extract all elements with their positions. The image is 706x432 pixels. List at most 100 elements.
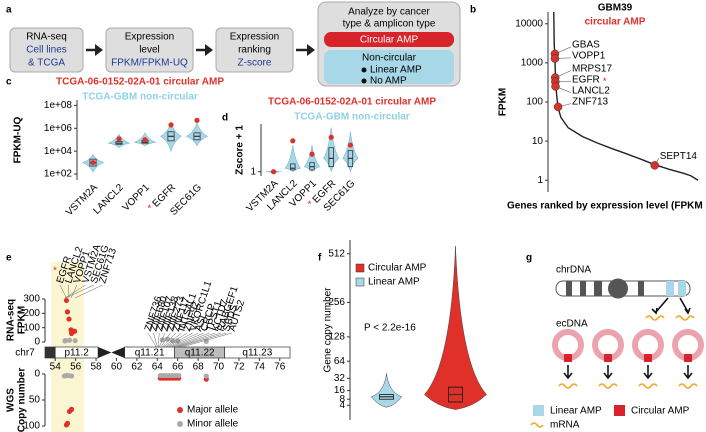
gene-leader [168, 332, 199, 348]
step-title: level [139, 45, 160, 56]
y-tick-label: 1 [537, 175, 543, 186]
x-tick-label: 72 [233, 362, 245, 373]
rna-point [64, 309, 71, 315]
y-tick-label: 256 [328, 297, 345, 308]
y-tick-label: 1e+02 [44, 169, 73, 180]
leader-line [654, 158, 659, 166]
legend-label: Linear AMP [368, 277, 420, 288]
y-tick-label: 100 [23, 421, 40, 432]
wgs-point [64, 420, 71, 426]
legend-swatch [614, 405, 625, 416]
gene-leader [75, 284, 103, 299]
y-axis-label: FPKM [498, 88, 509, 116]
arrow-head [95, 44, 103, 56]
gene-leader [178, 332, 227, 348]
wgs-point [203, 373, 209, 379]
chromosome-band [224, 346, 291, 359]
rna-point [63, 297, 70, 304]
y-axis-label: WGS [6, 388, 17, 412]
chromosome-band [44, 346, 56, 359]
gene-label: GBAS [572, 40, 600, 51]
wgs-point [176, 372, 182, 379]
arrow-head [205, 44, 213, 56]
panel-label: g [526, 253, 532, 264]
legend-swatch [355, 277, 365, 287]
arrow [655, 297, 689, 313]
x-tick-label: 58 [90, 362, 102, 373]
circular-label: Circular AMP [360, 35, 419, 46]
analysis-title: Analyze by cancer [348, 7, 430, 18]
chromosome-label: chr7 [15, 348, 35, 359]
x-tick-label: 68 [193, 362, 205, 373]
y-tick-label: 128 [328, 332, 345, 343]
gene-mark: * [603, 76, 607, 87]
gene-leader [70, 284, 78, 299]
centromere [98, 347, 125, 358]
gene-label: VOPP1 [572, 51, 606, 62]
gene-leader [147, 332, 157, 348]
ecdna-rings [552, 329, 704, 361]
legend-label: Major allele [187, 405, 239, 416]
arrow-head [563, 372, 693, 380]
gene-label: EGFR [572, 74, 600, 85]
step-detail: FPKM/FPKM-UQ [111, 58, 188, 69]
y-tick-label: 1e+06 [44, 123, 73, 134]
box [290, 163, 296, 171]
highlight-point [90, 159, 96, 166]
rna-point [62, 337, 69, 344]
gene-label: LANCL2 [572, 85, 610, 96]
legend-swatch [177, 407, 183, 413]
noncircular-item: No AMP [370, 76, 407, 87]
gene-leader [59, 284, 67, 299]
step-detail: Z-score [238, 58, 272, 69]
ecdna-amp [564, 354, 692, 362]
step-title: ranking [238, 45, 271, 56]
y-tick-label: 200 [23, 308, 40, 319]
y-tick-label: 1e+04 [44, 146, 73, 157]
chromosome-band [54, 346, 99, 359]
leader-line [555, 86, 572, 93]
violin [160, 121, 182, 153]
y-axis-label: FPKM [17, 306, 28, 334]
rna-point [170, 337, 176, 344]
y-tick-label: 1e+08 [44, 100, 73, 111]
chart-title: TCGA-06-0152-02A-01 circular AMP [268, 97, 436, 108]
gene-leader [64, 284, 86, 299]
linear-amp-band [678, 281, 686, 296]
y-tick-label: 100 [23, 322, 40, 333]
panel-label: d [222, 113, 228, 124]
y-tick-label: 50 [29, 395, 41, 406]
violin [342, 131, 359, 172]
chart-title: TCGA-06-0152-02A-01 circular AMP [56, 77, 224, 88]
step-title: Expression [230, 32, 279, 43]
violin [303, 145, 321, 173]
circular-amp-block [644, 354, 652, 362]
legend-swatch [355, 263, 365, 273]
x-tick-label: 76 [274, 362, 286, 373]
circular-amp-block [684, 354, 692, 362]
centromere [608, 278, 628, 299]
y-tick-label: 8 [339, 394, 345, 405]
ecdna-label: ecDNA [556, 319, 588, 330]
chromosome-band [580, 281, 586, 296]
legend-label: Minor allele [187, 419, 239, 430]
leader-line [554, 57, 572, 59]
highlight-point [309, 151, 315, 157]
panel-label: a [6, 5, 12, 16]
arrow-head [307, 44, 315, 56]
noncircular-item: Linear AMP [370, 65, 422, 76]
arrow [567, 365, 689, 377]
gene-leader [172, 332, 210, 348]
step-title: Expression [125, 32, 174, 43]
chart-subtitle: circular AMP [585, 17, 646, 28]
y-tick-label: 16 [334, 385, 346, 396]
mrna [645, 315, 695, 321]
highlight-point [328, 134, 334, 140]
panel-label: f [318, 253, 322, 264]
highlight-point [142, 137, 148, 143]
legend-label: Circular AMP [631, 406, 690, 417]
violin [424, 246, 487, 410]
y-tick-label: 1 [250, 166, 256, 177]
band-label: q11.22 [185, 348, 215, 359]
gene-label: MRPS17 [572, 63, 612, 74]
